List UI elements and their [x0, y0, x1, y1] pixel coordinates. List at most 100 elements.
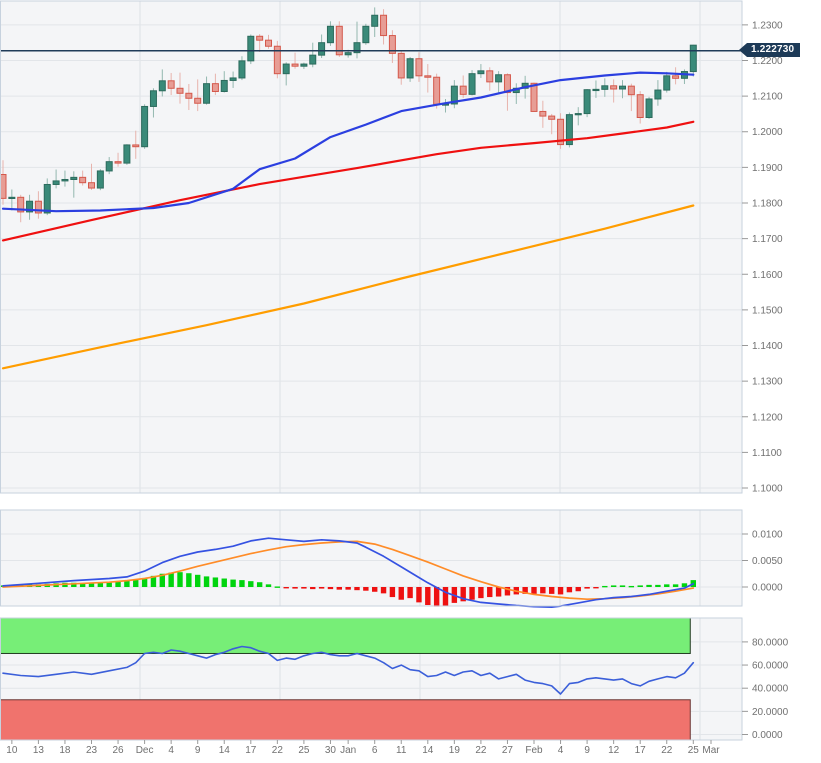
macd-bar-positive — [168, 572, 174, 587]
macd-bar-negative — [292, 586, 298, 589]
candle-bullish — [96, 170, 104, 189]
panel-background[interactable] — [0, 510, 742, 606]
time-axis-label: 17 — [635, 745, 647, 756]
time-axis-label: 9 — [584, 745, 590, 756]
macd-bar-positive — [106, 582, 112, 587]
macd-bar-negative — [495, 586, 502, 597]
panel-border — [0, 0, 743, 494]
candle-bullish — [654, 89, 662, 100]
candle-bearish — [486, 70, 494, 83]
macd-bar-negative — [504, 586, 511, 596]
candle-bearish — [433, 76, 441, 105]
macd-bar-negative — [389, 586, 396, 598]
candle-bullish — [565, 114, 573, 146]
macd-bar-positive — [672, 584, 679, 587]
ma-slow-red — [1, 120, 695, 242]
price-panel[interactable] — [0, 0, 743, 494]
macd-bar-negative — [531, 586, 537, 594]
axis-tick-label: 1.2300 — [752, 20, 783, 31]
candle-bullish — [220, 79, 228, 92]
candle-bearish — [88, 182, 95, 189]
candle-bullish — [601, 85, 609, 90]
oscillator-panel[interactable] — [0, 617, 743, 741]
macd-bar-negative — [416, 586, 422, 603]
axis-tick-label: 1.1600 — [752, 270, 783, 281]
candle-bearish — [211, 83, 219, 92]
axis-tick-label: 1.2100 — [752, 92, 783, 103]
macd-bar-negative — [354, 586, 360, 591]
candle-bullish — [574, 113, 582, 116]
macd-bar-positive — [186, 573, 192, 587]
macd-bar-negative — [345, 586, 351, 590]
macd-axis[interactable]: 0.0100 0.0050 0.0000 — [742, 529, 783, 593]
candle-bullish — [52, 180, 60, 185]
macd-bar-positive — [248, 581, 254, 587]
candle-bullish — [645, 98, 653, 118]
time-axis-label: 12 — [608, 745, 620, 756]
macd-bar-negative — [407, 586, 413, 599]
candle-bearish — [503, 74, 511, 94]
macd-bar-negative — [540, 586, 546, 594]
candle-bullish — [70, 176, 78, 180]
time-axis[interactable]: 10 13 18 23 26 Dec 4 9 14 17 22 25 30 Jan 6 11 14 19 22 27 F… — [6, 740, 720, 756]
macd-bar-positive — [646, 584, 652, 587]
candle-bullish — [123, 144, 131, 164]
axis-tick-label: 1.1100 — [752, 448, 782, 459]
macd-bar-negative — [522, 586, 528, 594]
macd-bar-negative — [557, 586, 564, 595]
time-axis-label: 30 — [325, 745, 337, 756]
candle-bearish — [424, 75, 432, 78]
candle-bullish — [326, 25, 334, 44]
macd-bar-positive — [141, 577, 148, 587]
macd-bar-positive — [230, 579, 236, 587]
candle-bearish — [273, 45, 281, 75]
macd-bar-positive — [212, 577, 219, 587]
macd-bar-positive — [628, 585, 635, 588]
macd-panel[interactable] — [0, 509, 743, 608]
candle-bullish — [406, 58, 414, 79]
price-axis[interactable]: 1.2300 1.2200 1.2100 1.2000 1.1900 1.1800 1.17… — [742, 20, 783, 495]
candle-bullish — [26, 200, 34, 213]
candle-bearish — [539, 110, 547, 117]
macd-bar-positive — [177, 572, 183, 587]
candle-bullish — [158, 80, 166, 92]
candle-bullish — [229, 77, 237, 81]
time-axis-label: Mar — [702, 745, 720, 756]
macd-bar-negative — [469, 586, 475, 600]
time-axis-label: 10 — [6, 745, 18, 756]
macd-bar-negative — [283, 586, 289, 589]
macd-bar-negative — [372, 586, 378, 592]
panel-background[interactable] — [0, 1, 742, 493]
time-axis-label: 13 — [33, 745, 45, 756]
axis-tick-label: 1.1300 — [752, 377, 783, 388]
candle-bearish — [459, 85, 467, 95]
candle-bullish — [362, 25, 370, 44]
candle-bearish — [388, 35, 396, 54]
candle-bearish — [114, 161, 122, 164]
axis-tick-label: 60.0000 — [752, 661, 789, 672]
macd-bar-negative — [442, 586, 449, 606]
macd-bar-positive — [602, 585, 608, 588]
macd-bar-negative — [584, 586, 590, 589]
axis-tick-label: 0.0050 — [752, 556, 783, 567]
candle-bullish — [149, 90, 157, 107]
macd-bar-negative — [487, 586, 493, 598]
macd-bar-positive — [265, 584, 272, 587]
macd-bar-positive — [133, 579, 139, 587]
candle-bullish — [309, 54, 317, 65]
time-axis-label: 6 — [372, 745, 378, 756]
ma-long-orange — [1, 204, 695, 370]
macd-bar-positive — [681, 583, 688, 587]
candle-bearish — [415, 58, 423, 77]
macd-bar-negative — [318, 586, 325, 589]
candle-bullish — [583, 89, 591, 115]
candle-bullish — [619, 85, 626, 90]
candle-bullish — [353, 42, 361, 54]
macd-bar-negative — [593, 586, 599, 589]
macd-bar-positive — [664, 584, 670, 587]
candle-bearish — [265, 39, 272, 47]
time-axis-label: 25 — [298, 745, 310, 756]
oscillator-axis[interactable]: 80.0000 60.0000 40.0000 20.0000 0.0000 — [742, 637, 789, 741]
macd-bar-negative — [433, 586, 440, 607]
